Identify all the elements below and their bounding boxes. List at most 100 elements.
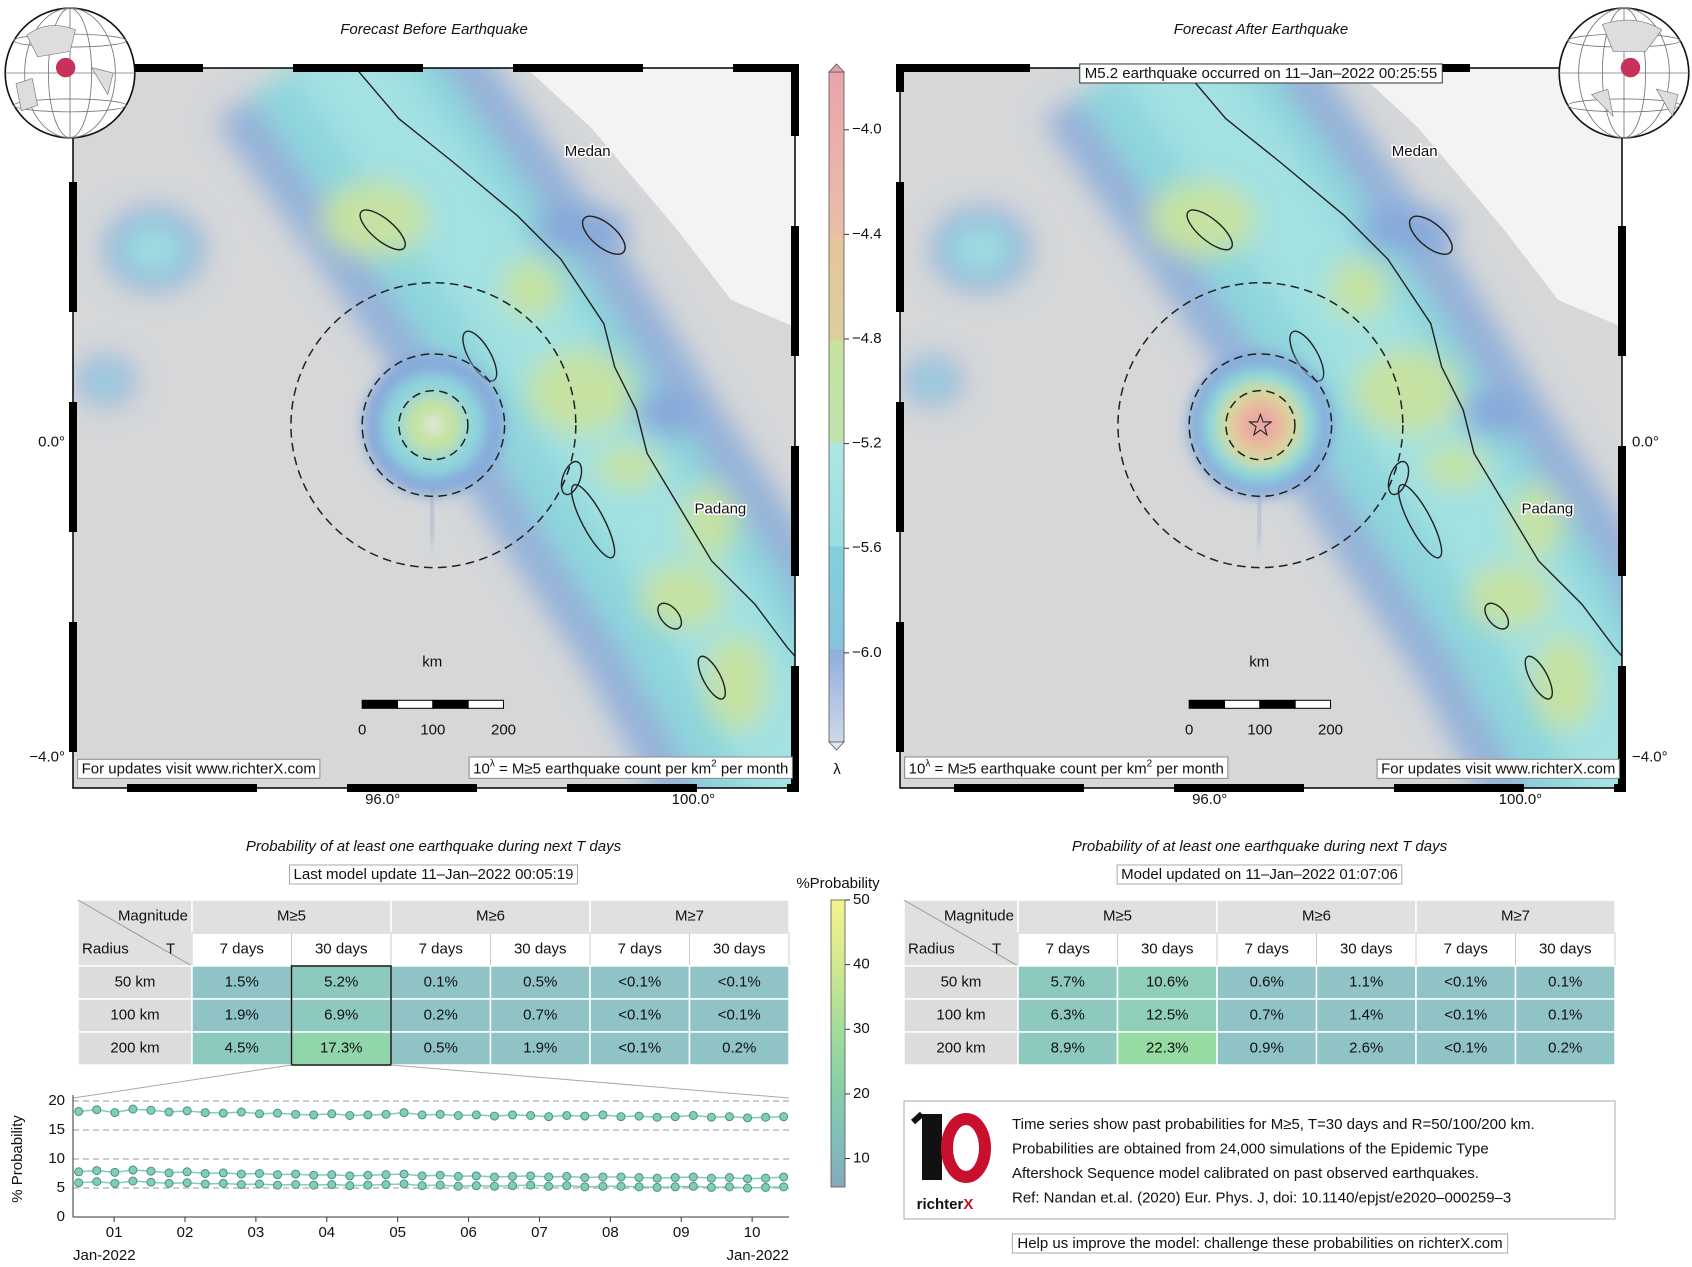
table-cell	[1017, 899, 1218, 934]
table-cell	[589, 1031, 691, 1066]
magnitude-header: M≥5	[277, 907, 306, 924]
table-cell	[390, 965, 492, 1000]
x-tick-label: 09	[673, 1224, 690, 1241]
magnitude-header: M≥6	[476, 907, 505, 924]
x-tick-label: 10	[744, 1224, 761, 1241]
scale-label: 200	[1318, 721, 1343, 738]
magnitude-header: M≥5	[1103, 907, 1132, 924]
series-point	[508, 1110, 518, 1120]
table-cell	[688, 1031, 790, 1066]
series-point	[128, 1165, 138, 1175]
series-point	[236, 1169, 246, 1179]
series-point	[652, 1112, 662, 1122]
period-header: 30 days	[514, 940, 567, 957]
series-point	[761, 1112, 771, 1122]
probability-cell: 0.2%	[1548, 1039, 1582, 1056]
series-point	[508, 1171, 518, 1181]
row-label: 50 km	[941, 973, 982, 990]
table-cell	[290, 1031, 392, 1066]
series-point	[309, 1170, 319, 1180]
series-point	[706, 1112, 716, 1122]
probability-cell: 0.2%	[722, 1039, 756, 1056]
y-tick-label: 15	[48, 1121, 65, 1138]
x-tick-label: 01	[106, 1224, 123, 1241]
series-point	[291, 1180, 301, 1190]
table-cell	[1514, 998, 1616, 1033]
table-cell	[688, 965, 790, 1000]
series-point	[471, 1171, 481, 1181]
longitude-label: 96.0°	[365, 791, 400, 808]
series-point	[743, 1183, 753, 1193]
label-box	[904, 756, 1229, 779]
corner-label: T	[992, 940, 1001, 957]
label-box	[1376, 758, 1620, 779]
x-tick-label: 05	[389, 1224, 406, 1241]
series-point	[399, 1108, 409, 1118]
y-tick-label: 20	[48, 1092, 65, 1109]
series-point	[92, 1166, 102, 1176]
series-point	[688, 1172, 698, 1182]
series-point	[743, 1174, 753, 1184]
table-cell	[1017, 1031, 1119, 1066]
series-point	[471, 1181, 481, 1191]
probability-cell: 4.5%	[225, 1039, 259, 1056]
corner-label: T	[166, 940, 175, 957]
series-point	[345, 1171, 355, 1181]
probability-cell: <0.1%	[618, 1039, 661, 1056]
probability-cell: <0.1%	[718, 973, 761, 990]
probability-cell: 0.5%	[523, 973, 557, 990]
logo-part: richter	[917, 1196, 964, 1213]
lambda-note-part: 10	[909, 760, 926, 777]
series-point	[453, 1181, 463, 1191]
table-subtitle: Model updated on 11–Jan–2022 01:07:06	[1121, 866, 1398, 883]
table-title: Probability of at least one earthquake d…	[246, 838, 622, 855]
row-label: 100 km	[110, 1006, 159, 1023]
series-point	[688, 1111, 698, 1120]
scale-segment	[1188, 699, 1226, 709]
label-box	[1079, 63, 1443, 84]
probability-cell: 0.7%	[1250, 1006, 1284, 1023]
logo-part: X	[963, 1196, 973, 1213]
longitude-label: 100.0°	[1499, 791, 1543, 808]
scale-segment	[1224, 699, 1261, 709]
info-box	[903, 1100, 1616, 1220]
updates-note: For updates visit www.richterX.com	[1381, 760, 1615, 777]
series-point	[616, 1112, 626, 1122]
series-point	[254, 1169, 264, 1178]
probability-cell: 17.3%	[320, 1039, 363, 1056]
series-point	[381, 1170, 391, 1180]
table-cell	[1315, 1031, 1417, 1066]
series-point	[761, 1182, 771, 1192]
label-box	[468, 756, 793, 779]
lambda-note-part: 2	[1147, 758, 1153, 769]
probability-cell: <0.1%	[1444, 973, 1487, 990]
colorbar-tick-label: 50	[853, 891, 870, 908]
series-point	[435, 1109, 445, 1119]
series-point	[381, 1109, 391, 1119]
label-box	[1116, 864, 1403, 885]
city-label: Medan	[565, 143, 611, 160]
latitude-label: 0.0°	[1632, 433, 1659, 450]
series-point	[562, 1111, 572, 1120]
series-point	[526, 1180, 536, 1190]
label-box	[77, 758, 321, 779]
lambda-note-part: 10	[473, 760, 490, 777]
table-cell	[191, 998, 293, 1033]
latitude-label: −4.0°	[1632, 748, 1668, 765]
series-point	[471, 1110, 481, 1120]
period-header: 30 days	[1539, 940, 1592, 957]
series-point	[200, 1108, 210, 1118]
corner-label: Radius	[82, 940, 129, 957]
map-after	[896, 64, 1626, 792]
table-cell	[1415, 998, 1517, 1033]
table-cell	[489, 965, 591, 1000]
probability-cell: <0.1%	[618, 973, 661, 990]
x-tick-label: 04	[318, 1224, 335, 1241]
series-point	[146, 1166, 156, 1176]
table-cell	[689, 932, 790, 967]
y-tick-label: 5	[57, 1179, 65, 1196]
series-point	[309, 1180, 319, 1190]
series-point	[634, 1182, 644, 1192]
series-point	[254, 1179, 264, 1189]
updates-note: For updates visit www.richterX.com	[82, 760, 316, 777]
